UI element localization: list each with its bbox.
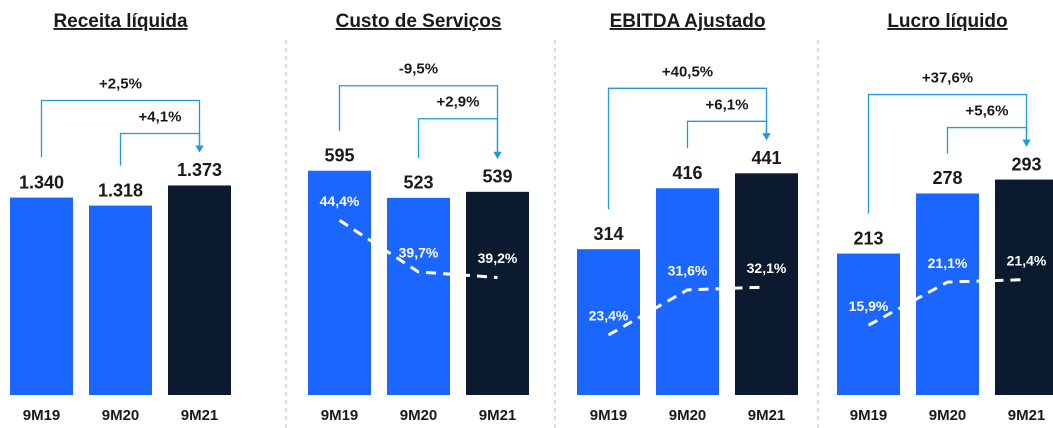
margin-line: [338, 219, 498, 279]
margin-label: 32,1%: [747, 260, 787, 276]
value-label: 1.340: [19, 172, 64, 192]
growth-bracket: [40, 99, 201, 158]
growth-bracket: [417, 118, 499, 158]
margin-label: 23,4%: [589, 308, 629, 324]
value-label: 441: [751, 148, 781, 168]
margin-label: 21,4%: [1007, 252, 1047, 268]
bar: [308, 170, 371, 395]
growth-label: +2,9%: [437, 94, 480, 111]
value-label: 416: [672, 163, 702, 183]
growth-label: +37,6%: [922, 70, 973, 87]
bar: [10, 197, 73, 395]
margin-label: 39,2%: [478, 250, 518, 266]
value-label: 595: [324, 145, 354, 165]
margin-line: [607, 285, 767, 337]
value-label: 1.318: [98, 180, 143, 200]
x-tick-label: 9M21: [1008, 407, 1046, 424]
margin-label: 31,6%: [668, 263, 708, 279]
value-label: 523: [403, 173, 433, 193]
chart-title: Receita líquida: [53, 11, 188, 32]
growth-bracket: [607, 87, 768, 210]
value-label: 314: [593, 224, 623, 244]
x-tick-label: 9M21: [748, 407, 786, 424]
x-tick-label: 9M19: [850, 407, 888, 424]
bar: [168, 185, 231, 395]
margin-line: [867, 278, 1027, 327]
bar: [89, 205, 152, 395]
growth-label: +4,1%: [139, 108, 182, 125]
growth-bracket: [686, 120, 768, 149]
value-label: 1.373: [177, 160, 222, 180]
growth-label: +40,5%: [662, 63, 713, 80]
x-tick-label: 9M21: [181, 407, 219, 424]
bar: [466, 191, 529, 395]
margin-label: 39,7%: [399, 245, 439, 261]
margin-label: 21,1%: [928, 255, 968, 271]
arrow-head: [493, 151, 502, 159]
value-label: 278: [932, 168, 962, 188]
x-tick-label: 9M20: [669, 407, 707, 424]
growth-label: +5,6%: [966, 103, 1009, 120]
chart-title: Custo de Serviços: [336, 11, 502, 32]
margin-label: 15,9%: [849, 298, 889, 314]
x-tick-label: 9M19: [590, 407, 628, 424]
chart-title: Lucro líquido: [887, 11, 1007, 32]
x-tick-label: 9M21: [479, 407, 517, 424]
arrow-head: [762, 133, 771, 141]
growth-bracket: [867, 93, 1028, 214]
growth-label: +6,1%: [706, 96, 749, 113]
x-tick-label: 9M20: [102, 407, 140, 424]
arrow-head: [1022, 139, 1031, 147]
bar: [916, 193, 979, 395]
growth-bracket: [119, 132, 201, 166]
growth-label: -9,5%: [399, 61, 438, 78]
bar: [656, 188, 719, 395]
bar: [995, 179, 1053, 395]
bar: [387, 197, 450, 395]
growth-bracket: [946, 126, 1028, 154]
value-label: 293: [1011, 154, 1041, 174]
growth-label: +2,5%: [99, 75, 142, 92]
arrow-head: [195, 145, 204, 153]
x-tick-label: 9M19: [321, 407, 359, 424]
bar: [735, 173, 798, 395]
margin-label: 44,4%: [320, 193, 360, 209]
value-label: 539: [482, 167, 512, 187]
x-tick-label: 9M19: [23, 407, 61, 424]
chart-title: EBITDA Ajustado: [610, 11, 766, 32]
x-tick-label: 9M20: [929, 407, 967, 424]
value-label: 213: [853, 228, 883, 248]
x-tick-label: 9M20: [400, 407, 438, 424]
